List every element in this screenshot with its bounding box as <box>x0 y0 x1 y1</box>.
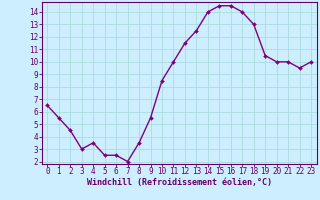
X-axis label: Windchill (Refroidissement éolien,°C): Windchill (Refroidissement éolien,°C) <box>87 178 272 187</box>
